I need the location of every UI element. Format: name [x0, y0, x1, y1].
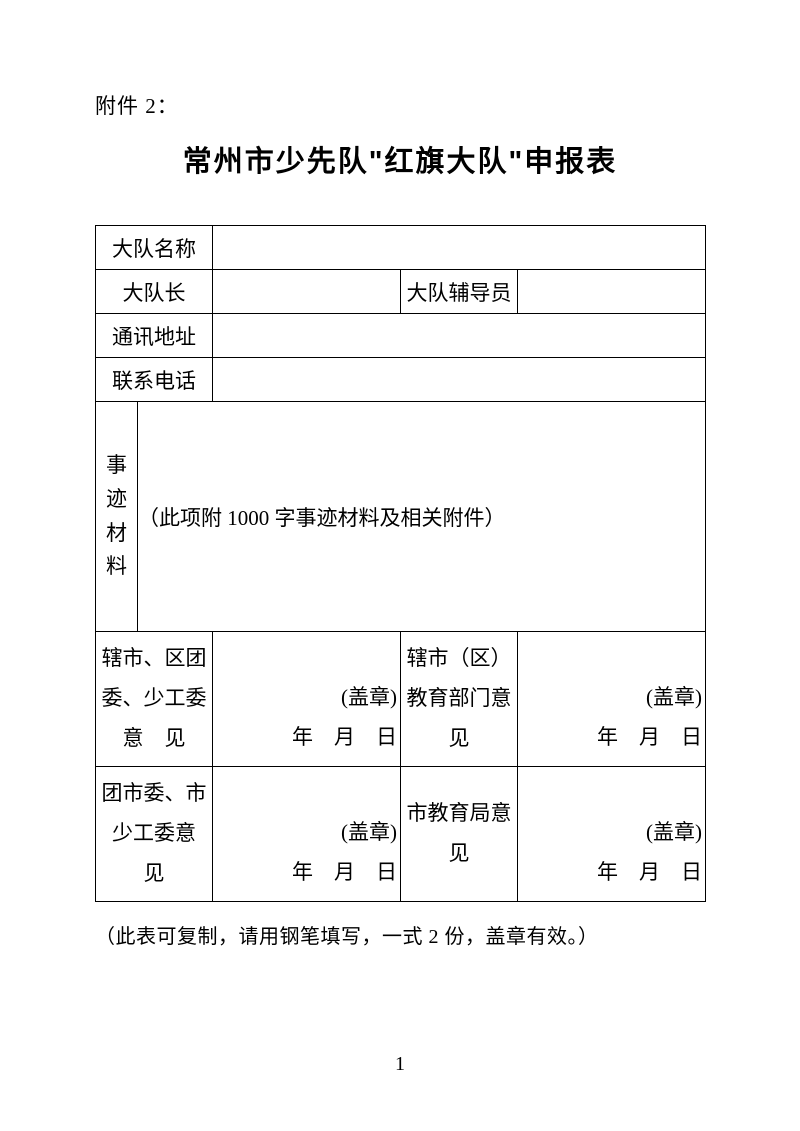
row-opinion-1: 辖市、区团委、少工委意 见 (盖章) 年 月 日 辖市（区）教育部门意 见 (盖… — [96, 632, 706, 767]
stamp-text: (盖章) — [292, 678, 397, 718]
attachment-label: 附件 2： — [95, 90, 705, 120]
date-text: 年 月 日 — [292, 718, 397, 758]
counselor-label: 大队辅导员 — [401, 270, 518, 314]
stamp-text: (盖章) — [292, 813, 397, 853]
footnote: （此表可复制，请用钢笔填写，一式 2 份，盖章有效。） — [95, 920, 705, 949]
opinion3-label: 团市委、市少工委意 见 — [96, 767, 213, 902]
material-label: 事迹材料 — [96, 402, 138, 632]
team-name-label: 大队名称 — [96, 226, 213, 270]
phone-label: 联系电话 — [96, 358, 213, 402]
phone-value[interactable] — [213, 358, 706, 402]
captain-value[interactable] — [213, 270, 401, 314]
address-value[interactable] — [213, 314, 706, 358]
date-text: 年 月 日 — [597, 853, 702, 893]
page-number: 1 — [0, 1053, 800, 1076]
opinion1-value[interactable]: (盖章) 年 月 日 — [213, 632, 401, 767]
row-material: 事迹材料 （此项附 1000 字事迹材料及相关附件） — [96, 402, 706, 632]
form-title: 常州市少先队"红旗大队"申报表 — [95, 138, 705, 180]
row-opinion-2: 团市委、市少工委意 见 (盖章) 年 月 日 市教育局意 见 (盖章) 年 月 … — [96, 767, 706, 902]
row-captain: 大队长 大队辅导员 — [96, 270, 706, 314]
date-text: 年 月 日 — [292, 853, 397, 893]
application-form-table: 大队名称 大队长 大队辅导员 通讯地址 联系电话 事迹材料 （此项附 1000 … — [95, 225, 706, 902]
row-address: 通讯地址 — [96, 314, 706, 358]
material-label-text: 事迹材料 — [106, 453, 127, 578]
opinion4-label: 市教育局意 见 — [401, 767, 518, 902]
opinion3-value[interactable]: (盖章) 年 月 日 — [213, 767, 401, 902]
team-name-value[interactable] — [213, 226, 706, 270]
counselor-value[interactable] — [518, 270, 706, 314]
material-content[interactable]: （此项附 1000 字事迹材料及相关附件） — [138, 402, 706, 632]
opinion2-label: 辖市（区）教育部门意 见 — [401, 632, 518, 767]
date-text: 年 月 日 — [597, 718, 702, 758]
row-team-name: 大队名称 — [96, 226, 706, 270]
stamp-text: (盖章) — [597, 678, 702, 718]
opinion4-value[interactable]: (盖章) 年 月 日 — [518, 767, 706, 902]
captain-label: 大队长 — [96, 270, 213, 314]
opinion1-label: 辖市、区团委、少工委意 见 — [96, 632, 213, 767]
address-label: 通讯地址 — [96, 314, 213, 358]
row-phone: 联系电话 — [96, 358, 706, 402]
opinion2-value[interactable]: (盖章) 年 月 日 — [518, 632, 706, 767]
stamp-text: (盖章) — [597, 813, 702, 853]
